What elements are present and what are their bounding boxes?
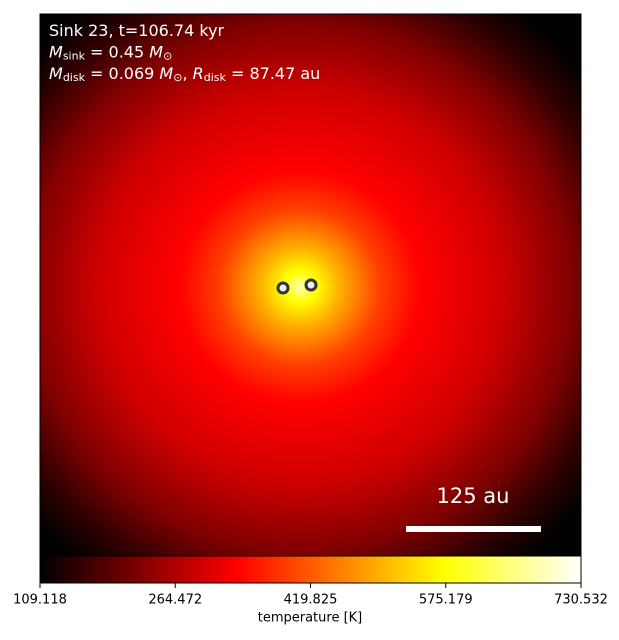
- annotation-part: ⊙: [163, 50, 172, 63]
- annotation-part: R: [193, 64, 204, 83]
- tick-label: 575.179: [419, 593, 473, 608]
- tick-label: 109.118: [13, 593, 67, 608]
- annotation-part: M: [49, 64, 63, 83]
- annotation-part: M: [149, 42, 163, 61]
- tick-label: 264.472: [148, 593, 202, 608]
- colorbar: [39, 555, 582, 584]
- annotation-part: sink: [63, 50, 86, 63]
- scale-bar-label: 125 au: [437, 484, 510, 508]
- annotation-part: disk: [204, 71, 227, 84]
- annotation-part: M: [49, 42, 63, 61]
- annotation-part: = 87.47 au: [226, 64, 320, 83]
- annotation-part: disk: [63, 71, 86, 84]
- annotation-part: ,: [182, 64, 192, 83]
- annotation: Mdisk = 0.069 M⊙, Rdisk = 87.47 au: [49, 64, 320, 85]
- tick-label: 730.532: [554, 593, 608, 608]
- colorbar-label: temperature [K]: [258, 611, 363, 626]
- annotation-part: M: [159, 64, 173, 83]
- annotation-part: ⊙: [173, 71, 182, 84]
- annotation: Msink = 0.45 M⊙: [49, 42, 172, 63]
- annotation-part: = 0.069: [85, 64, 159, 83]
- sink-marker: [276, 281, 290, 295]
- annotation: Sink 23, t=106.74 kyr: [49, 21, 225, 40]
- annotation-part: Sink 23, t=106.74 kyr: [49, 21, 225, 40]
- annotation-part: = 0.45: [85, 42, 149, 61]
- sink-marker: [304, 278, 318, 292]
- tick-label: 419.825: [284, 593, 338, 608]
